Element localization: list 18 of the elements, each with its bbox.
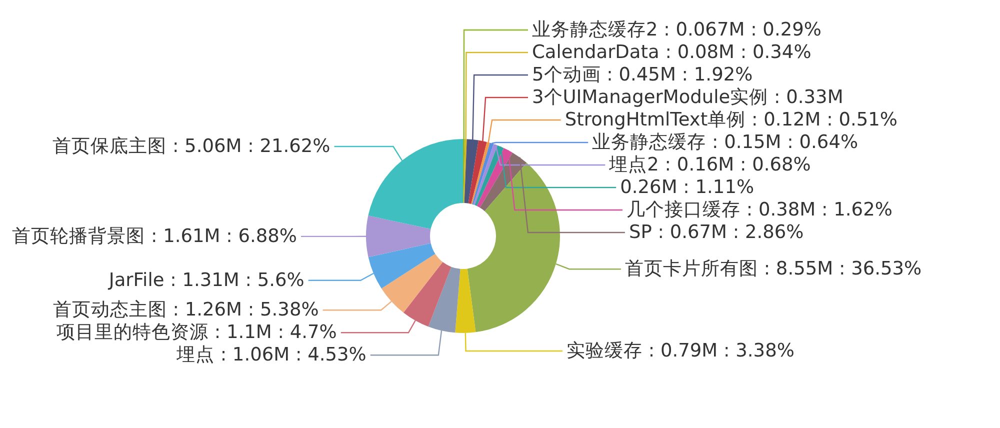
slice-label: 首页保底主图 : 5.06M : 21.62% (52, 135, 330, 158)
slice-label: CalendarData : 0.08M : 0.34% (532, 42, 812, 63)
slice-label: 业务静态缓存2 : 0.067M : 0.29% (532, 20, 822, 40)
slice-label: 项目里的特色资源 : 1.1M : 4.7% (56, 322, 337, 344)
slice-label: JarFile : 1.31M : 5.6% (108, 270, 304, 291)
slice-label: StrongHtmlText单例 : 0.12M : 0.51% (564, 110, 898, 130)
slice-label: 埋点2 : 0.16M : 0.68% (608, 154, 811, 176)
slice-label: 5个动画 : 0.45M : 1.92% (532, 64, 753, 86)
slice-label: 业务静态缓存 : 0.15M : 0.64% (592, 132, 858, 153)
slice-label: 3个UIManagerModule实例 : 0.33M (532, 86, 844, 108)
slice-label: 实验缓存 : 0.79M : 3.38% (566, 339, 794, 362)
slice-label: 几个接口缓存 : 0.38M : 1.62% (626, 200, 892, 220)
slice-label: 埋点 : 1.06M : 4.53% (175, 344, 366, 366)
slice-label: SP : 0.67M : 2.86% (628, 222, 804, 243)
slice-label: 首页轮播背景图 : 1.61M : 6.88% (12, 226, 297, 247)
data-label: 0.26M : 1.11% (620, 177, 754, 198)
slice-label: 首页卡片所有图 : 8.55M : 36.53% (624, 258, 922, 280)
slice-label: 首页动态主图 : 1.26M : 5.38% (52, 298, 319, 321)
